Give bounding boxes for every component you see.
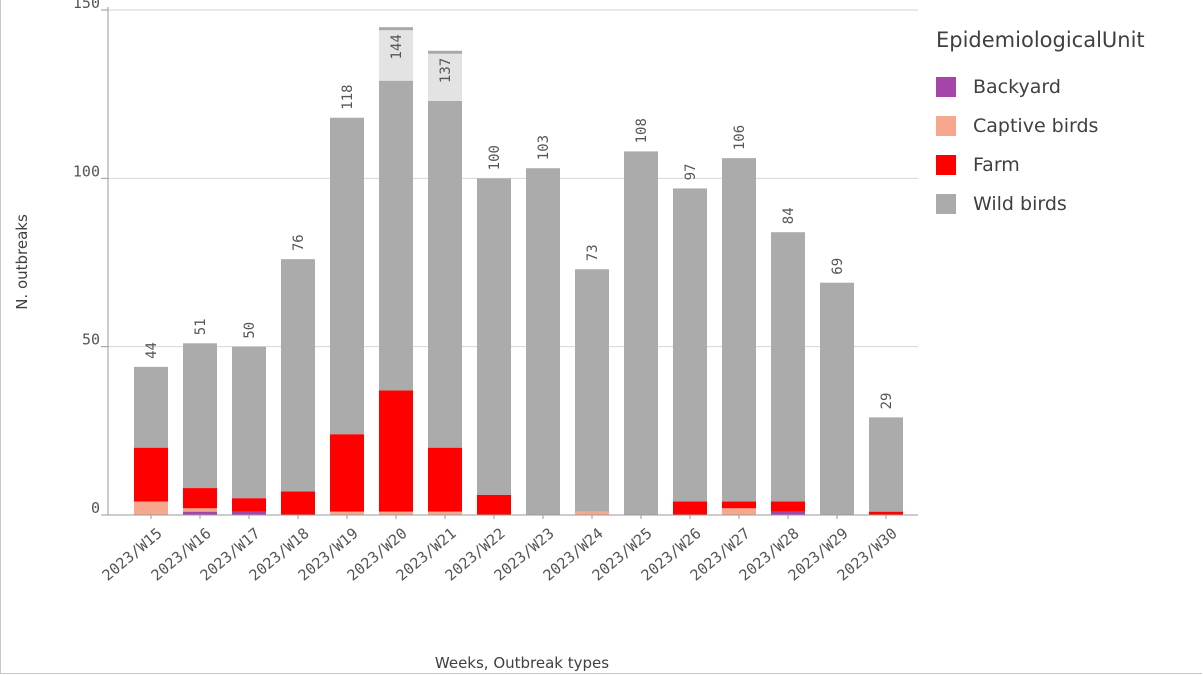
data-label: 84 [781, 207, 797, 224]
bar-segment-captive-birds[interactable] [575, 511, 609, 515]
bar-segment-wild-birds[interactable] [820, 282, 854, 515]
bar-segment-wild-birds[interactable] [526, 168, 560, 515]
bar-segment-wild-birds[interactable] [281, 259, 315, 492]
data-label: 29 [879, 393, 895, 410]
bar-segment-wild-birds[interactable] [428, 100, 462, 448]
bar-segment-wild-birds[interactable] [232, 346, 266, 499]
bar-segment-captive-birds[interactable] [183, 508, 217, 512]
bar-segment-farm[interactable] [134, 447, 168, 502]
bar-segment-farm[interactable] [379, 390, 413, 512]
bar-segment-farm[interactable] [673, 501, 707, 515]
y-tick-label: 0 [91, 499, 100, 517]
bars [134, 27, 903, 515]
legend-swatch [936, 115, 956, 136]
data-label: 44 [144, 342, 160, 359]
bar-segment-backyard[interactable] [183, 511, 217, 515]
bar-cap [379, 27, 413, 31]
bar-segment-captive-birds[interactable] [722, 508, 756, 515]
legend-swatch [936, 154, 956, 175]
bar-segment-farm[interactable] [869, 511, 903, 515]
data-label: 100 [487, 145, 503, 170]
bar-cap [428, 50, 462, 54]
bar-segment-wild-birds[interactable] [575, 269, 609, 512]
data-label: 108 [634, 118, 650, 143]
bar-segment-farm[interactable] [428, 447, 462, 512]
legend-item-farm[interactable]: Farm [936, 145, 1145, 184]
legend-item-captive-birds[interactable]: Captive birds [936, 106, 1145, 145]
bar-segment-wild-birds[interactable] [330, 117, 364, 435]
bar-segment-wild-birds[interactable] [673, 188, 707, 502]
legend-label: Backyard [973, 75, 1061, 98]
x-axis-title: Weeks, Outbreak types [435, 654, 609, 672]
y-tick-label: 150 [73, 0, 100, 12]
y-axis-title: N. outbreaks [13, 214, 31, 310]
bar-segment-wild-birds[interactable] [183, 343, 217, 489]
bar-segment-farm[interactable] [722, 501, 756, 509]
legend-label: Wild birds [973, 192, 1067, 215]
bar-segment-farm[interactable] [330, 434, 364, 512]
data-label: 97 [683, 164, 699, 181]
legend: EpidemiologicalUnit Backyard Captive bird… [936, 28, 1145, 223]
legend-item-wild-birds[interactable]: Wild birds [936, 184, 1145, 223]
bar-segment-wild-birds[interactable] [722, 158, 756, 502]
data-label: 137 [438, 58, 454, 83]
bar-segment-backyard[interactable] [232, 511, 266, 515]
bar-segment-other[interactable] [428, 53, 462, 101]
bar-segment-farm[interactable] [771, 501, 805, 512]
data-label: 51 [193, 318, 209, 335]
bar-segment-wild-birds[interactable] [624, 151, 658, 515]
bar-segment-wild-birds[interactable] [771, 232, 805, 502]
data-label: 73 [585, 244, 601, 261]
data-label: 103 [536, 135, 552, 160]
data-label: 106 [732, 125, 748, 150]
bar-segment-wild-birds[interactable] [869, 417, 903, 512]
bar-segment-captive-birds[interactable] [134, 501, 168, 515]
legend-swatch [936, 193, 956, 214]
data-label: 69 [830, 258, 846, 275]
bar-segment-captive-birds[interactable] [428, 511, 462, 515]
data-label: 50 [242, 322, 258, 339]
bar-segment-farm[interactable] [232, 498, 266, 512]
legend-title: EpidemiologicalUnit [936, 28, 1145, 52]
bar-segment-wild-birds[interactable] [134, 366, 168, 448]
bar-segment-farm[interactable] [477, 494, 511, 515]
bar-segment-farm[interactable] [281, 491, 315, 515]
data-labels: 44 51 50 76 118 144 137 100 103 73 108 97 106 84 69 29 [144, 34, 895, 409]
bar-segment-farm[interactable] [183, 488, 217, 509]
legend-label: Farm [973, 153, 1020, 176]
y-tick-label: 50 [82, 331, 100, 349]
bar-segment-captive-birds[interactable] [379, 511, 413, 515]
data-label: 118 [340, 84, 356, 109]
bar-segment-wild-birds[interactable] [379, 80, 413, 391]
bar-segment-captive-birds[interactable] [330, 511, 364, 515]
legend-item-backyard[interactable]: Backyard [936, 67, 1145, 106]
data-label: 76 [291, 234, 307, 251]
legend-swatch [936, 76, 956, 97]
data-label: 144 [389, 34, 405, 59]
bar-segment-wild-birds[interactable] [477, 178, 511, 495]
y-tick-label: 100 [73, 162, 100, 180]
bar-segment-backyard[interactable] [771, 511, 805, 515]
legend-label: Captive birds [973, 114, 1099, 137]
bar-segment-other[interactable] [379, 30, 413, 81]
